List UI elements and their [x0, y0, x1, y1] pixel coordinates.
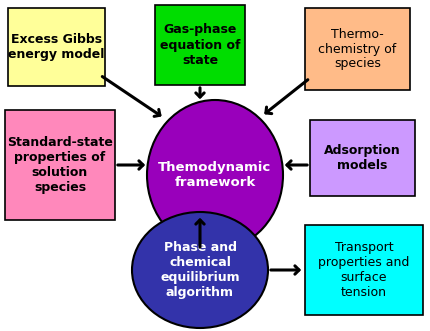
Text: Transport
properties and
surface
tension: Transport properties and surface tension — [318, 241, 410, 299]
Text: Standard-state
properties of
solution
species: Standard-state properties of solution sp… — [7, 136, 113, 194]
FancyBboxPatch shape — [305, 8, 410, 90]
FancyBboxPatch shape — [155, 5, 245, 85]
FancyBboxPatch shape — [8, 8, 105, 86]
Text: Gas-phase
equation of
state: Gas-phase equation of state — [160, 24, 240, 67]
Text: Thermo-
chemistry of
species: Thermo- chemistry of species — [318, 27, 396, 71]
Text: Phase and
chemical
equilibrium
algorithm: Phase and chemical equilibrium algorithm — [160, 241, 240, 299]
Ellipse shape — [132, 212, 268, 328]
Ellipse shape — [147, 100, 283, 250]
Text: Excess Gibbs
energy model: Excess Gibbs energy model — [8, 33, 104, 61]
FancyBboxPatch shape — [310, 120, 415, 196]
Text: Themodynamic
framework: Themodynamic framework — [158, 161, 272, 189]
FancyBboxPatch shape — [305, 225, 423, 315]
FancyBboxPatch shape — [5, 110, 115, 220]
Text: Adsorption
models: Adsorption models — [324, 144, 401, 172]
